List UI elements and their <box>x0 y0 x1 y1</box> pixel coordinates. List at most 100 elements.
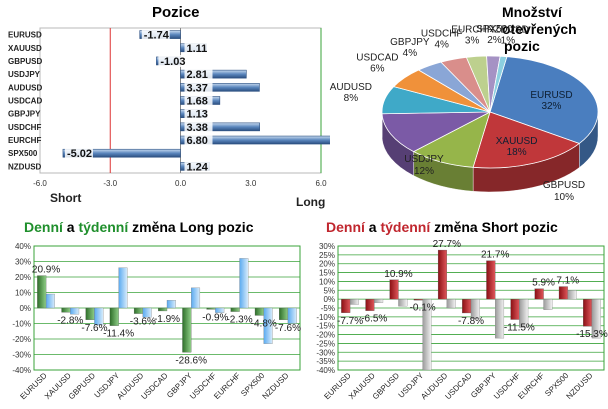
short-daily-bar <box>389 279 399 300</box>
pie-slice-percent: 18% <box>507 147 527 158</box>
long-daily-bar <box>133 307 143 314</box>
short-title-rest: změna Short pozic <box>430 219 558 235</box>
short-daily-bar <box>413 298 423 301</box>
long-value-label: -4.8% <box>251 318 277 329</box>
long-daily-bar <box>61 307 71 313</box>
pos-category-label: SPX500 <box>8 149 38 158</box>
long-tick-label: 30% <box>15 258 31 267</box>
long-weekly-bar <box>166 300 176 309</box>
short-tick-label: 25% <box>319 251 335 260</box>
pos-value-label-bg <box>184 160 213 173</box>
long-value-label: -2.8% <box>57 315 83 326</box>
pie-slice-percent: 6% <box>370 64 385 75</box>
pie-slice-name: EURUSD <box>530 90 572 101</box>
short-weekly-bar <box>543 298 553 310</box>
long-tick-label: -20% <box>12 335 31 344</box>
long-daily-bar <box>37 275 47 309</box>
pie-slice-percent: 3% <box>465 36 480 47</box>
short-daily-bar <box>510 298 520 320</box>
short-value-label: 10.9% <box>384 269 412 280</box>
pos-tick-label: 6.0 <box>315 179 327 188</box>
short-tick-label: 30% <box>319 242 335 251</box>
long-weekly-bar <box>263 307 273 344</box>
long-title-daily: Denní <box>24 219 63 235</box>
short-weekly-bar <box>374 298 384 303</box>
short-value-label: 7.1% <box>556 276 579 287</box>
pos-value-label: 3.38 <box>187 122 208 134</box>
pos-value-label: -1.03 <box>160 56 185 68</box>
long-category-label: EURCHF <box>212 371 242 401</box>
long-tick-label: 20% <box>15 273 31 282</box>
short-weekly-bar <box>446 298 456 309</box>
long-weekly-bar <box>94 307 104 326</box>
short-daily-bar <box>583 298 593 327</box>
pos-value-label: 6.80 <box>187 135 208 147</box>
long-title-weekly: týdenní <box>78 219 129 235</box>
long-tick-label: -10% <box>12 320 31 329</box>
short-value-label: 21.7% <box>481 250 509 261</box>
short-change-chart: 30%25%20%15%10%5%0%-5%-10%-15%-20%-25%-3… <box>316 239 608 401</box>
short-value-label: -15.3% <box>576 329 608 340</box>
short-tick-label: -40% <box>316 366 335 375</box>
pie-slice <box>381 111 491 153</box>
pos-category-label: GBPUSD <box>8 57 42 66</box>
long-category-label: USDCAD <box>139 371 169 401</box>
short-daily-bar <box>462 298 472 314</box>
pos-short-label: Short <box>50 191 81 205</box>
pos-value-label: 1.24 <box>187 161 209 173</box>
pie-title-line-2: otevřených <box>502 21 577 37</box>
short-weekly-bar <box>398 298 408 307</box>
pie-chart-title: Množství otevřených pozic <box>502 4 577 55</box>
pos-category-label: EURCHF <box>8 136 41 145</box>
short-value-label: -7.7% <box>337 316 363 327</box>
pos-category-label: XAUUSD <box>8 44 42 53</box>
pos-bar <box>180 83 260 92</box>
long-value-label: 20.9% <box>32 265 60 276</box>
pie-slice-name: AUDUSD <box>330 82 372 93</box>
short-daily-bar <box>558 286 568 300</box>
pie-slice-percent: 1% <box>501 36 516 47</box>
pos-value-label-bg <box>141 28 170 41</box>
short-tick-label: 20% <box>319 260 335 269</box>
pos-value-label: 1.11 <box>187 43 208 55</box>
pos-category-label: USDJPY <box>8 70 41 79</box>
pie-slice-name: GBPUSD <box>543 180 585 191</box>
long-value-label: -1.9% <box>154 314 180 325</box>
pos-value-label-bg <box>184 94 213 107</box>
pie-slice-name: XAUUSD <box>496 136 538 147</box>
pos-category-label: GBPJPY <box>8 110 41 119</box>
pos-category-label: USDCAD <box>8 97 42 106</box>
short-daily-bar <box>341 298 351 313</box>
pos-value-label-bg <box>184 81 213 94</box>
long-value-label: -3.6% <box>130 317 156 328</box>
short-category-label: USDCAD <box>443 371 473 401</box>
positions-chart: EURUSD -1.74 XAUUSD 1.11 GBPUSD -1.03 USDJPY 2.… <box>8 27 330 209</box>
short-weekly-bar <box>349 298 359 305</box>
long-value-label: -28.6% <box>175 355 207 366</box>
short-value-label: -11.5% <box>504 323 535 334</box>
long-value-label: -7.6% <box>275 323 301 334</box>
long-tick-label: 10% <box>15 289 31 298</box>
short-weekly-bar <box>470 298 480 319</box>
long-tick-label: 0% <box>19 304 31 313</box>
short-weekly-bar <box>591 298 601 339</box>
long-weekly-bar <box>215 307 225 313</box>
short-value-label: 27.7% <box>433 239 461 250</box>
pos-tick-label: -6.0 <box>33 179 47 188</box>
pos-value-label: 2.81 <box>187 69 208 81</box>
long-value-label: -7.6% <box>81 323 107 334</box>
long-daily-bar <box>279 307 289 320</box>
short-title-and: a <box>364 219 381 235</box>
pos-category-label: EURUSD <box>8 31 42 40</box>
pie-slice-percent: 4% <box>434 39 449 50</box>
long-change-title: Denní a týdenní změna Long pozic <box>24 219 253 235</box>
long-daily-bar <box>85 307 95 320</box>
long-daily-bar <box>158 307 168 312</box>
short-category-label: GBPUSD <box>371 371 401 401</box>
short-tick-label: -30% <box>316 348 335 357</box>
short-weekly-bar <box>567 290 577 300</box>
positions-chart-title: Pozice <box>152 4 200 21</box>
pie-slice <box>489 55 508 113</box>
pie-slice-percent: 10% <box>554 192 574 203</box>
